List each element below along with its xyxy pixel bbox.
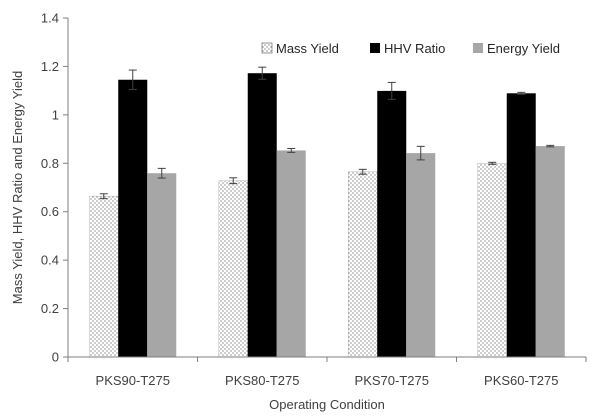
- y-tick-label: 1.2: [41, 59, 59, 74]
- bar-mass-yield: [218, 180, 249, 358]
- legend-swatch: [370, 43, 380, 53]
- y-tick-label: 1: [52, 107, 59, 122]
- legend-item: HHV Ratio: [370, 41, 445, 56]
- error-bar: [99, 193, 108, 200]
- y-tick-label: 0.8: [41, 156, 59, 171]
- legend-label: Mass Yield: [276, 41, 339, 56]
- x-tick-label: PKS90-T275: [96, 373, 170, 388]
- x-tick-label: PKS70-T275: [355, 373, 429, 388]
- bar-mass-yield: [347, 171, 378, 358]
- y-axis-label: Mass Yield, HHV Ratio and Energy Yield: [10, 71, 25, 304]
- bar-hhv-ratio: [377, 90, 407, 357]
- y-tick-label: 0.6: [41, 204, 59, 219]
- error-bar: [488, 161, 497, 165]
- y-ticks: 0 0.2 0.4 0.6 0.8 1 1.2 1.4: [41, 11, 68, 365]
- error-bar: [416, 145, 425, 161]
- legend-item: Energy Yield: [473, 41, 560, 56]
- bar-energy-yield: [147, 173, 177, 357]
- legend-label: HHV Ratio: [384, 41, 445, 56]
- x-ticks: PKS90-T275 PKS80-T275 PKS70-T275 PKS60-T275: [67, 357, 587, 388]
- bars-layer: [88, 73, 565, 358]
- error-bar: [287, 148, 296, 153]
- bar-energy-yield: [535, 146, 565, 357]
- bar-hhv-ratio: [118, 79, 148, 357]
- bar-mass-yield: [477, 162, 508, 358]
- error-bar: [157, 167, 166, 179]
- legend-label: Energy Yield: [487, 41, 560, 56]
- bar-hhv-ratio: [506, 93, 536, 357]
- y-tick-label: 0.2: [41, 301, 59, 316]
- bar-energy-yield: [276, 150, 306, 357]
- error-bar: [229, 177, 238, 185]
- error-bar: [128, 69, 137, 90]
- error-bar: [517, 91, 526, 95]
- y-tick-label: 0.4: [41, 253, 59, 268]
- x-tick-label: PKS80-T275: [225, 373, 299, 388]
- legend-item: Mass Yield: [261, 41, 339, 56]
- error-bar: [387, 81, 396, 100]
- x-tick-label: PKS60-T275: [484, 373, 558, 388]
- legend: Mass Yield HHV Ratio Energy Yield: [261, 41, 560, 56]
- error-bar: [358, 168, 367, 175]
- bar-mass-yield: [88, 195, 119, 358]
- error-bars-layer: [99, 66, 555, 200]
- bar-energy-yield: [406, 153, 436, 357]
- bar-hhv-ratio: [247, 73, 277, 358]
- y-tick-label: 0: [52, 350, 59, 365]
- x-axis-label: Operating Condition: [269, 397, 385, 412]
- error-bar: [546, 144, 555, 148]
- error-bar: [258, 66, 267, 80]
- legend-swatch: [473, 43, 483, 53]
- legend-swatch: [261, 42, 273, 54]
- y-tick-label: 1.4: [41, 11, 59, 26]
